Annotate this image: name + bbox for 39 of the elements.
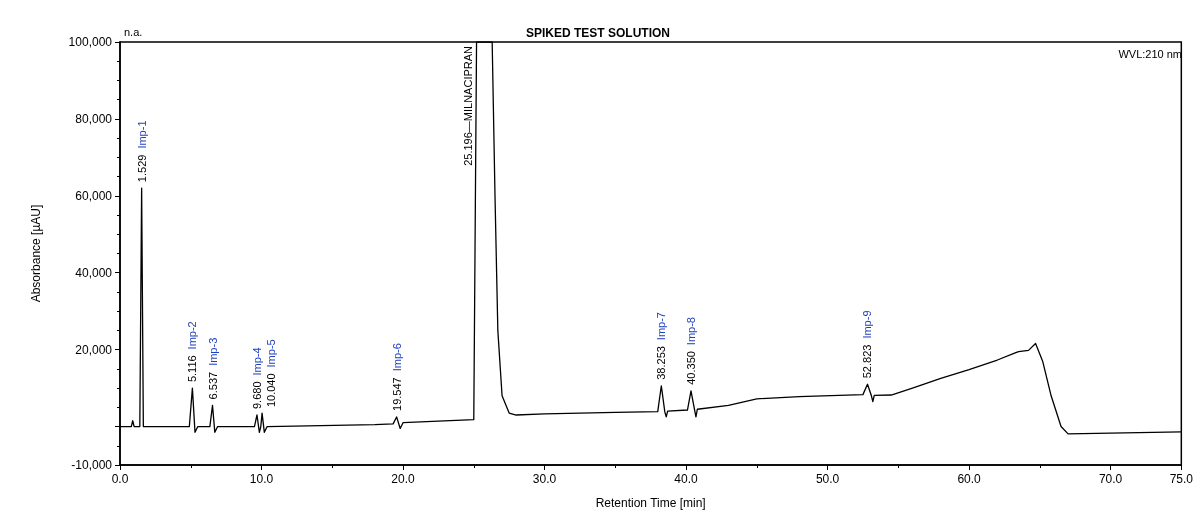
y-tick-label: 40,000 (75, 265, 113, 280)
y-axis-title: Absorbance [µAU] (29, 204, 43, 303)
annotation: 10.040 (264, 373, 277, 408)
x-tick-label: 75.0 (1169, 472, 1194, 486)
annotation: 6.537 (206, 371, 219, 400)
annotation: 5.116 (186, 355, 199, 383)
annotation: Imp-8 (684, 317, 697, 346)
y-tick-label: 60,000 (75, 188, 113, 203)
annotation: Imp-4 (250, 347, 263, 376)
annotation: 25.196—MILNACIPRAN (461, 45, 474, 166)
x-tick-label: 40.0 (674, 472, 699, 486)
y-tick-label: 20,000 (75, 342, 113, 357)
annotation: Imp-1 (135, 120, 148, 149)
annotation: Imp-3 (206, 337, 219, 366)
annotation: 1.529 (135, 154, 148, 183)
x-tick-label: 70.0 (1098, 472, 1123, 486)
annotation: Imp-7 (655, 312, 668, 341)
annotation: Imp-9 (861, 310, 874, 339)
y-tick-label: 80,000 (75, 111, 113, 126)
y-tick-label: -10,000 (71, 458, 113, 472)
x-axis-title: Retention Time [min] (595, 496, 706, 510)
x-tick-label: 0.0 (111, 472, 129, 486)
annotation: Imp-2 (186, 321, 199, 350)
y-tick-label: 100,000 (68, 35, 113, 49)
annotation: 38.253 (655, 346, 668, 380)
annotation: Imp-6 (390, 343, 403, 372)
annotation: WVL:210 nm (1118, 47, 1182, 60)
x-tick-label: 20.0 (391, 472, 416, 486)
chart-title: SPIKED TEST SOLUTION (525, 26, 671, 40)
annotation: 40.350 (684, 351, 697, 385)
annotation: 52.823 (861, 344, 874, 379)
text: n.a. (124, 25, 143, 38)
x-tick-label: 10.0 (249, 472, 274, 486)
annotation: 9.680 (250, 381, 263, 410)
annotation: 19.547 (390, 377, 403, 411)
x-tick-label: 60.0 (957, 472, 982, 486)
x-tick-label: 50.0 (815, 472, 840, 486)
annotation: Imp-5 (264, 339, 277, 368)
x-tick-label: 30.0 (532, 472, 557, 486)
